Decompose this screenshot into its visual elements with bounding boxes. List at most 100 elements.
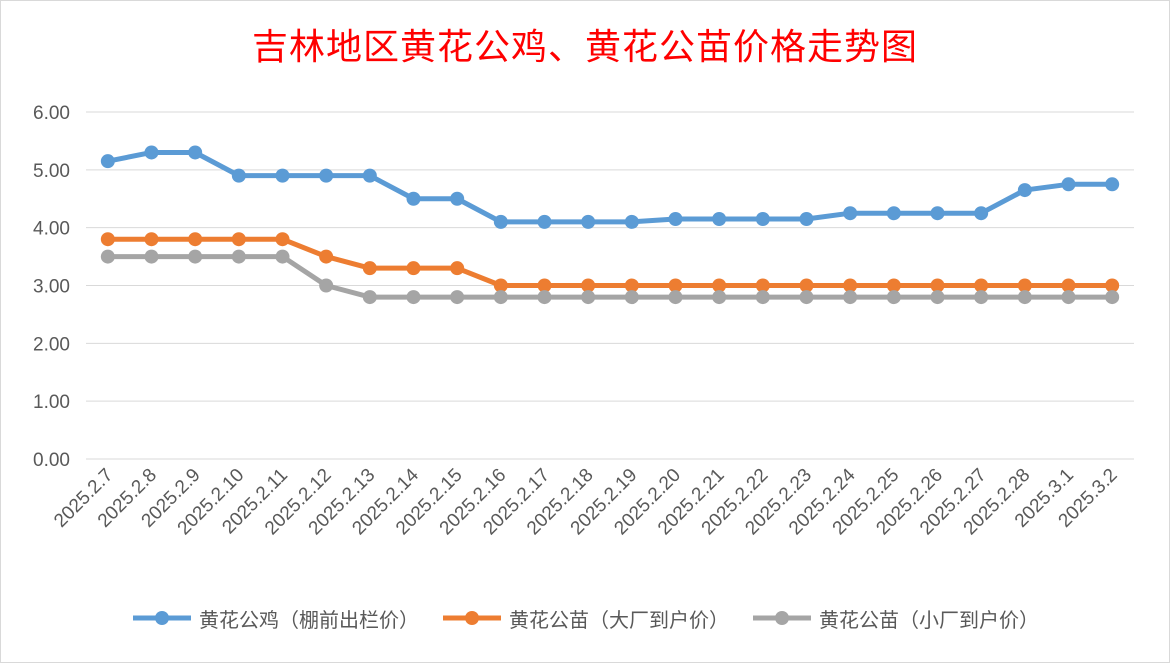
legend-marker: [133, 611, 191, 625]
data-point: [1105, 278, 1120, 293]
data-point: [1017, 290, 1032, 305]
data-point: [581, 278, 596, 293]
data-point: [493, 214, 508, 229]
data-point: [755, 278, 770, 293]
legend-label: 黄花公苗（小厂到户价）: [819, 607, 1039, 632]
data-point: [450, 290, 465, 305]
data-point: [100, 232, 115, 247]
data-point: [581, 290, 596, 305]
data-point: [362, 261, 377, 276]
data-point: [319, 249, 334, 264]
data-point: [1061, 290, 1076, 305]
legend-dot: [775, 611, 789, 625]
y-tick-label: 0.00: [33, 450, 70, 471]
y-tick-label: 2.00: [33, 334, 70, 355]
data-point: [188, 145, 203, 160]
data-point: [319, 278, 334, 293]
data-point: [843, 290, 858, 305]
data-point: [974, 206, 989, 221]
series-line: [105, 254, 1115, 300]
data-point: [974, 278, 989, 293]
data-point: [537, 214, 552, 229]
y-tick-label: 3.00: [33, 277, 70, 298]
data-point: [668, 278, 683, 293]
data-point: [712, 211, 727, 226]
legend: 黄花公鸡（棚前出栏价） 黄花公苗（大厂到户价） 黄花公苗（小厂到户价）: [0, 600, 1170, 636]
legend-dot: [155, 611, 169, 625]
data-point: [755, 290, 770, 305]
data-point: [755, 211, 770, 226]
series-1: [100, 145, 1120, 229]
data-point: [144, 232, 159, 247]
data-point: [319, 168, 334, 183]
data-point: [930, 278, 945, 293]
data-point: [493, 290, 508, 305]
series-line: [105, 236, 1115, 288]
data-point: [450, 191, 465, 206]
data-point: [537, 278, 552, 293]
data-point: [712, 278, 727, 293]
y-tick-label: 5.00: [33, 161, 70, 182]
y-tick-label: 6.00: [33, 103, 70, 124]
data-point: [799, 278, 814, 293]
legend-marker: [443, 611, 501, 625]
data-point: [581, 214, 596, 229]
data-point: [100, 154, 115, 169]
data-point: [843, 278, 858, 293]
legend-item: 黄花公苗（大厂到户价）: [441, 604, 729, 633]
series-line: [105, 149, 1115, 225]
data-point: [1061, 278, 1076, 293]
data-point: [188, 249, 203, 264]
legend-item: 黄花公鸡（棚前出栏价）: [131, 604, 419, 633]
data-point: [1017, 183, 1032, 198]
data-point: [100, 249, 115, 264]
data-point: [362, 168, 377, 183]
data-point: [624, 278, 639, 293]
data-point: [144, 249, 159, 264]
chart-title: 吉林地区黄花公鸡、黄花公苗价格走势图: [251, 27, 918, 68]
data-point: [231, 232, 246, 247]
legend-label: 黄花公苗（大厂到户价）: [509, 607, 729, 632]
data-point: [406, 261, 421, 276]
data-point: [668, 211, 683, 226]
data-point: [799, 290, 814, 305]
data-point: [275, 249, 290, 264]
data-point: [493, 278, 508, 293]
data-point: [930, 206, 945, 221]
data-point: [231, 168, 246, 183]
legend-marker: [753, 611, 811, 625]
data-point: [843, 206, 858, 221]
data-point: [1017, 278, 1032, 293]
data-point: [1061, 177, 1076, 192]
data-point: [406, 191, 421, 206]
legend-label: 黄花公鸡（棚前出栏价）: [199, 607, 419, 632]
series-3: [100, 249, 1120, 305]
data-point: [1105, 290, 1120, 305]
data-point: [624, 290, 639, 305]
data-point: [930, 290, 945, 305]
data-point: [668, 290, 683, 305]
data-point: [624, 214, 639, 229]
data-point: [231, 249, 246, 264]
data-point: [362, 290, 377, 305]
data-point: [799, 211, 814, 226]
y-tick-label: 4.00: [33, 219, 70, 240]
data-point: [144, 145, 159, 160]
data-point: [886, 290, 901, 305]
data-point: [188, 232, 203, 247]
data-point: [886, 278, 901, 293]
data-point: [712, 290, 727, 305]
data-point: [450, 261, 465, 276]
legend-dot: [465, 611, 479, 625]
data-point: [275, 232, 290, 247]
series-2: [100, 232, 1120, 293]
y-tick-label: 1.00: [33, 392, 70, 413]
data-point: [886, 206, 901, 221]
legend-item: 黄花公苗（小厂到户价）: [751, 604, 1039, 633]
data-point: [537, 290, 552, 305]
data-point: [275, 168, 290, 183]
data-point: [1105, 177, 1120, 192]
data-point: [974, 290, 989, 305]
